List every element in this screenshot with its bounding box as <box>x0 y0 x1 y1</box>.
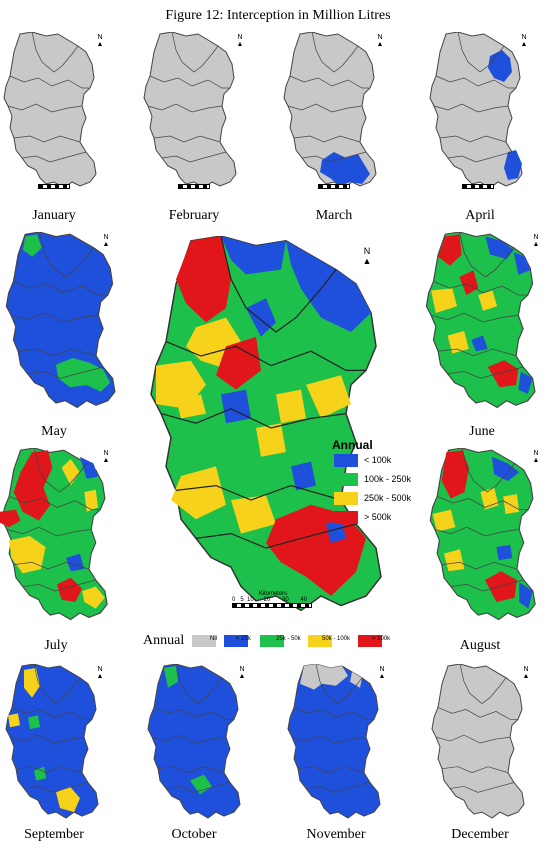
north-arrow-oct: N ▲ <box>238 666 246 680</box>
label-august: August <box>459 638 501 653</box>
map-march <box>282 32 382 192</box>
map-may <box>4 232 122 412</box>
north-arrow-jun: N ▲ <box>532 234 540 248</box>
monthly-swatch-nil <box>192 635 216 647</box>
map-april <box>428 32 528 192</box>
north-arrow-sep: N ▲ <box>96 666 104 680</box>
monthly-legend: Annual Nil < 25k 25k - 50k 50k - 100k > … <box>0 630 556 654</box>
annual-legend-title: Annual <box>332 438 373 452</box>
swatch-green <box>334 473 358 486</box>
label-may: May <box>41 424 67 439</box>
annual-legend: Annual < 100k 100k - 250k 250k - 500k > … <box>330 438 440 528</box>
map-august <box>428 448 542 624</box>
annual-legend-item-3: 250k - 500k <box>364 493 412 503</box>
scale-ticks: 0 5 10 20 30 40 <box>232 597 308 603</box>
map-october <box>146 664 246 822</box>
monthly-swatch-blue <box>224 635 248 647</box>
scalebar-mar <box>318 184 350 189</box>
swatch-red <box>334 511 358 524</box>
label-december: December <box>451 827 509 842</box>
scale-bar-graphic <box>232 603 312 608</box>
north-arrow-jul: N ▲ <box>102 450 110 464</box>
scalebar-feb <box>178 184 210 189</box>
map-february <box>142 32 242 192</box>
label-april: April <box>465 208 495 223</box>
figure-title: Figure 12: Interception in Million Litre… <box>165 8 391 23</box>
map-annual <box>146 236 396 620</box>
label-october: October <box>171 827 217 842</box>
label-november: November <box>306 827 366 842</box>
monthly-legend-item-1: < 25k <box>236 636 251 642</box>
north-arrow-may: N ▲ <box>102 234 110 248</box>
swatch-blue <box>334 454 358 467</box>
scalebar-apr <box>462 184 494 189</box>
annual-legend-item-1: < 100k <box>364 455 392 465</box>
north-arrow-annual: N ▲ <box>362 246 372 266</box>
swatch-yellow <box>334 492 358 505</box>
monthly-swatch-red <box>358 635 382 647</box>
monthly-legend-item-3: 50k - 100k <box>322 636 351 642</box>
label-february: February <box>168 208 220 223</box>
north-arrow-nov: N ▲ <box>378 666 386 680</box>
monthly-swatch-yellow <box>308 635 332 647</box>
monthly-legend-item-2: 25k - 50k <box>276 636 301 642</box>
map-november <box>286 664 386 822</box>
scale-title: Kilometers <box>258 591 288 597</box>
monthly-legend-title: Annual <box>143 633 185 648</box>
map-january <box>2 32 102 192</box>
annual-scalebar: Kilometers 0 5 10 20 30 40 <box>232 591 314 608</box>
map-september <box>4 664 104 822</box>
map-june <box>424 232 542 412</box>
label-march: March <box>315 208 353 223</box>
label-january: January <box>32 208 76 223</box>
north-arrow-dec: N ▲ <box>522 666 530 680</box>
label-september: September <box>24 827 84 842</box>
monthly-legend-item-nil: Nil <box>210 636 217 642</box>
annual-legend-item-4: > 500k <box>364 512 392 522</box>
map-july <box>0 448 114 624</box>
north-arrow-mar: N ▲ <box>376 34 384 48</box>
monthly-legend-item-4: > 100k <box>372 636 391 642</box>
north-arrow-apr: N ▲ <box>520 34 528 48</box>
north-arrow-feb: N ▲ <box>236 34 244 48</box>
monthly-swatch-green <box>260 635 284 647</box>
annual-legend-item-2: 100k - 250k <box>364 474 412 484</box>
scalebar-jan <box>38 184 70 189</box>
map-december <box>430 664 530 822</box>
north-arrow-jan: N ▲ <box>96 34 104 48</box>
label-june: June <box>469 424 495 439</box>
label-july: July <box>44 638 68 653</box>
north-arrow-aug: N ▲ <box>532 450 540 464</box>
